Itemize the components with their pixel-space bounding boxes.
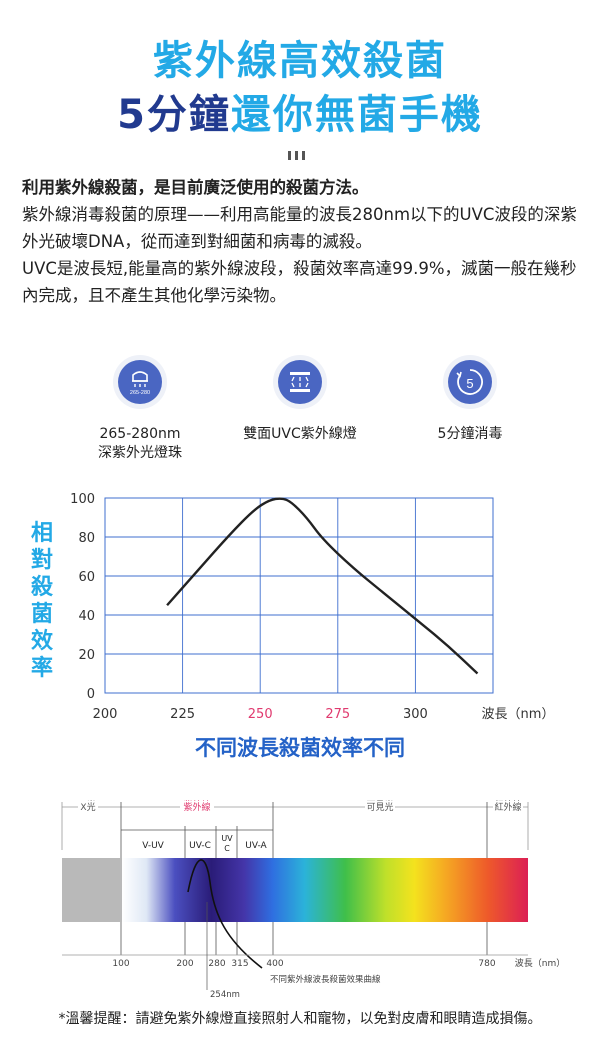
tick-200: 200: [176, 959, 193, 969]
x-tick-label: 200: [93, 707, 118, 722]
intro-paragraph-1: 紫外線消毒殺菌的原理——利用高能量的波長280nm以下的UVC波段的深紫外光破壞…: [22, 205, 577, 251]
x-axis-label: 波長（nm）: [482, 707, 555, 722]
peak-label: 254nm: [210, 990, 240, 1000]
feature-timer-label: 5分鐘消毒: [437, 426, 503, 442]
band-vuv: V-UV: [142, 841, 164, 851]
tick-780: 780: [478, 959, 495, 969]
chart-ylabel: 相對殺菌效率: [22, 520, 62, 682]
y-tick-label: 40: [78, 609, 95, 624]
efficiency-series-line: [166, 497, 479, 675]
chart-ylabel-char: 率: [30, 656, 53, 681]
feature-led: 265-280 265-280nm 深紫外光燈珠: [55, 355, 225, 463]
y-tick-label: 100: [70, 492, 95, 507]
tick-100: 100: [112, 959, 129, 969]
germicidal-curve: [187, 859, 263, 969]
intro-lead: 利用紫外線殺菌，是目前廣泛使用的殺菌方法。: [22, 178, 369, 197]
led-bead-icon: 265-280: [118, 360, 162, 404]
chart-ylabel-char: 菌: [30, 602, 53, 627]
feature-timer: 5 5分鐘消毒: [385, 355, 555, 444]
region-xray-label: X光: [80, 801, 95, 813]
x-tick-label: 225: [170, 707, 195, 722]
xray-block: [62, 858, 122, 922]
band-uvc: UV-C: [189, 841, 211, 851]
chart-ylabel-char: 效: [30, 629, 53, 654]
band-uvb-bottom: C: [224, 844, 230, 853]
feature-dual-lamp: 雙面UVC紫外線燈: [215, 355, 385, 444]
chart-ylabel-char: 對: [30, 548, 53, 573]
tick-400: 400: [266, 959, 283, 969]
timer-5-icon: 5: [448, 360, 492, 404]
band-uvb-top: UV: [221, 834, 233, 843]
hero-line-2: 5分鐘還你無菌手機: [0, 82, 600, 140]
feature-dual-lamp-label: 雙面UVC紫外線燈: [243, 426, 357, 442]
chart-frame: [104, 497, 494, 694]
spectrum-axis-label: 波長（nm）: [515, 957, 565, 969]
chart-ylabel-char: 相: [30, 521, 53, 546]
band-uva: UV-A: [245, 841, 267, 851]
intro-text: 利用紫外線殺菌，是目前廣泛使用的殺菌方法。 紫外線消毒殺菌的原理——利用高能量的…: [22, 174, 582, 309]
region-ir-label: 紅外線: [494, 801, 521, 813]
hero-line-2-text: 還你無菌手機: [230, 92, 483, 138]
x-tick-label: 250: [248, 707, 273, 722]
region-visible-label: 可見光: [366, 801, 393, 813]
x-tick-label: 275: [325, 707, 350, 722]
y-tick-label: 80: [78, 531, 95, 546]
region-uv-label: 紫外線: [183, 801, 210, 813]
y-tick-label: 0: [87, 687, 95, 702]
hero-line-1: 紫外線高效殺菌: [153, 38, 447, 84]
y-tick-label: 60: [78, 570, 95, 585]
efficiency-chart: 0 20 40 60 80 100 200 225 250 275 300 波長（nm）: [70, 492, 555, 722]
timer-icon-text: 5: [466, 376, 473, 391]
dual-lamp-icon: [278, 360, 322, 404]
intro-paragraph-2: UVC是波長短,能量高的紫外線波段，殺菌效率高達99.9%，滅菌一般在幾秒內完成…: [22, 259, 577, 305]
tick-280: 280: [208, 959, 225, 969]
curve-label: 不同紫外線波長殺菌效果曲線: [270, 974, 381, 985]
led-bead-icon-text: 265-280: [130, 390, 150, 396]
divider-bars: [288, 151, 312, 161]
y-tick-label: 20: [78, 648, 95, 663]
safety-footnote: *溫馨提醒：請避免紫外線燈直接照射人和寵物，以免對皮膚和眼睛造成損傷。: [58, 1011, 542, 1027]
spectrum-diagram: X光 紫外線 可見光 紅外線 X光 紫外線 可見光 紅外線 V-UV UV-C …: [61, 799, 565, 1000]
hero-line-2-time: 5分鐘: [117, 92, 231, 138]
feature-led-label: 265-280nm 深紫外光燈珠: [98, 426, 182, 461]
spectrum-bar: [122, 858, 528, 922]
x-tick-label: 300: [403, 707, 428, 722]
chart-ylabel-char: 殺: [30, 575, 53, 600]
chart-title: 不同波長殺菌效率不同: [195, 736, 405, 760]
tick-315: 315: [231, 959, 248, 969]
